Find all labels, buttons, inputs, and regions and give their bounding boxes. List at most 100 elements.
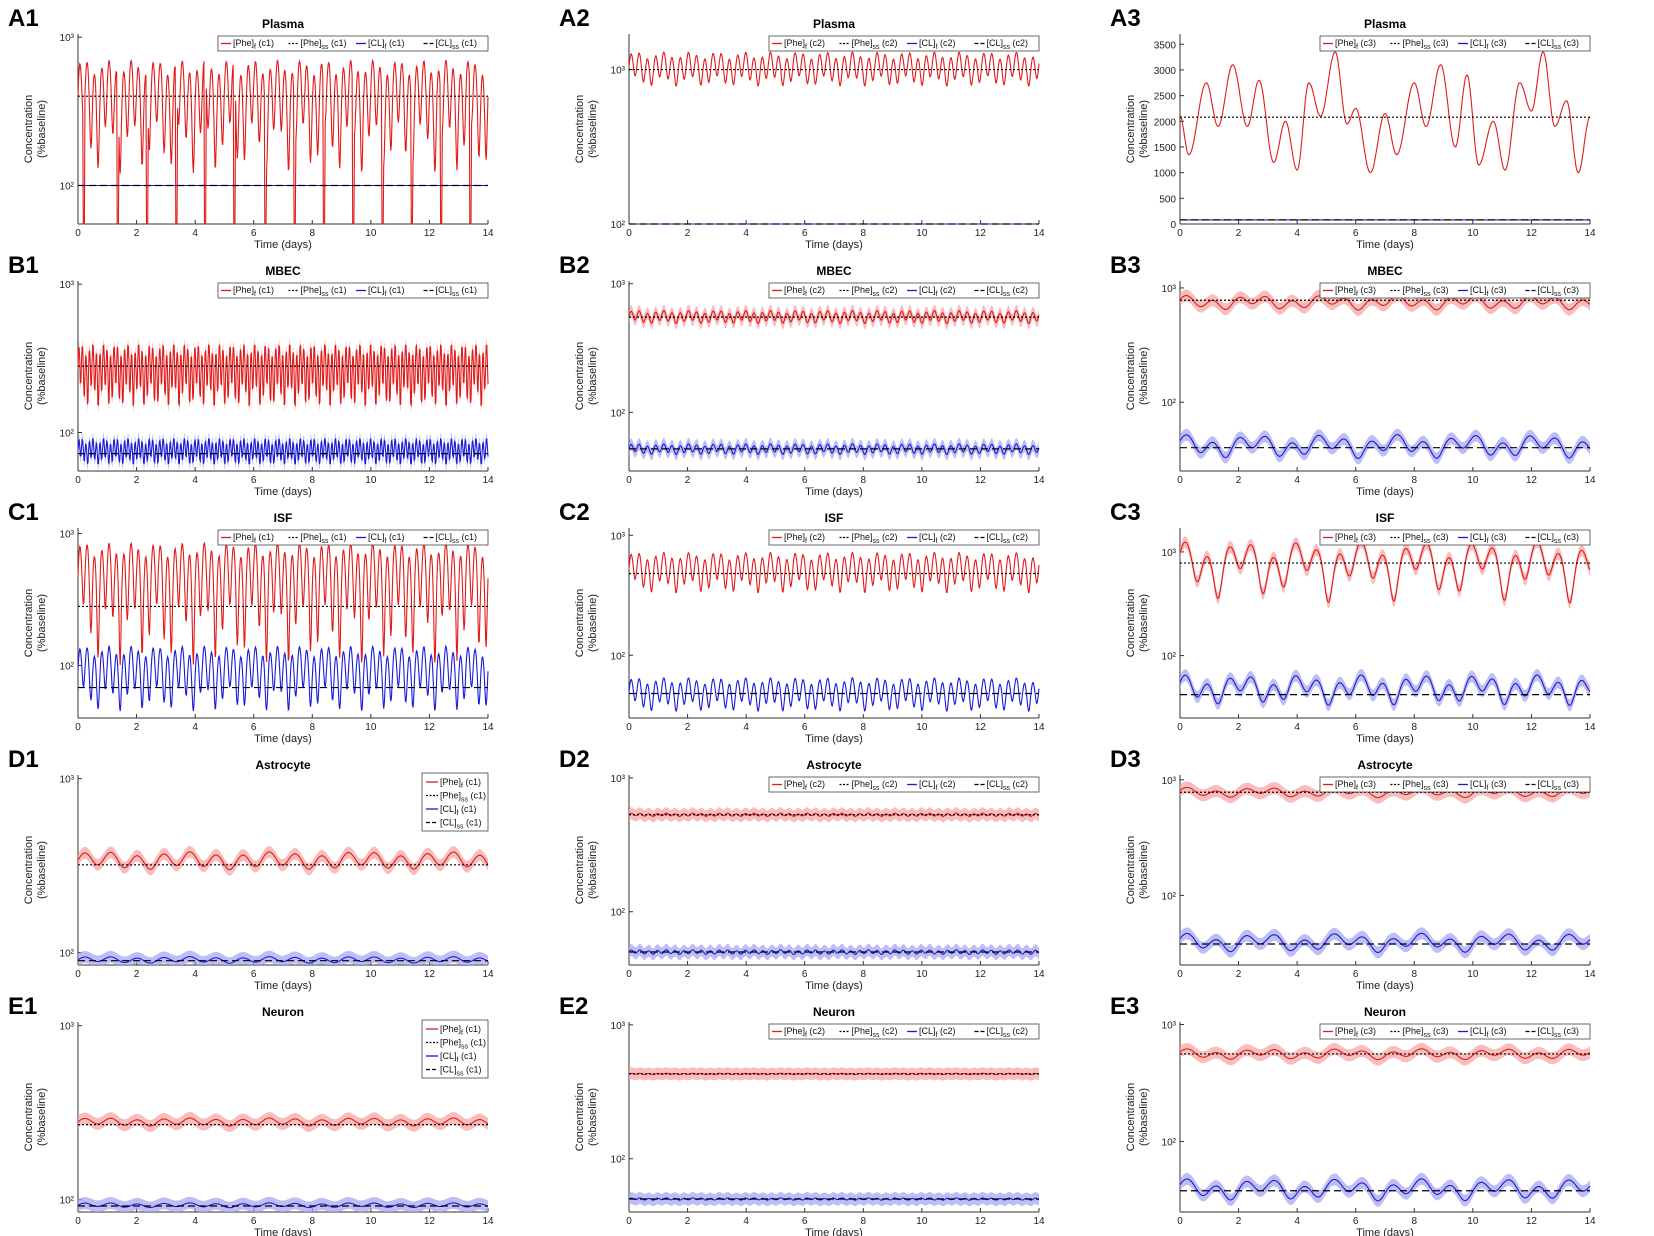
legend-label: [CL]f (c1) [440, 1051, 476, 1064]
legend-label: [Phe]ss (c1) [440, 1038, 486, 1051]
y-tick-label: 10² [611, 408, 626, 419]
legend-label: [Phe]ss (c1) [301, 532, 347, 545]
x-tick-label: 10 [1467, 969, 1479, 980]
legend-label: [CL]ss (c2) [987, 38, 1029, 51]
y-tick-label: 10³ [60, 775, 75, 786]
x-tick-label: 8 [310, 1216, 316, 1227]
chart-title: Astrocyte [255, 758, 311, 772]
x-tick-label: 2 [685, 1216, 691, 1227]
y-tick-label: 10³ [60, 529, 75, 540]
x-tick-label: 2 [1236, 1216, 1242, 1227]
legend-label: [Phe]f (c1) [233, 532, 274, 545]
x-tick-label: 10 [365, 1216, 377, 1227]
x-tick-label: 6 [251, 1216, 257, 1227]
chart-title: ISF [274, 511, 293, 525]
x-tick-label: 2 [134, 228, 140, 239]
x-tick-label: 14 [482, 228, 494, 239]
y-axis-label: Concentration(%baseline) [1125, 589, 1150, 658]
y-tick-label: 10² [611, 1155, 626, 1166]
x-axis-label: Time (days) [1356, 980, 1414, 992]
y-axis-label: Concentration(%baseline) [23, 1083, 48, 1152]
legend-box [768, 776, 1040, 793]
y-tick-label: 10³ [1162, 1020, 1177, 1031]
chart-panel-b3: B3 MBEC 0 2 4 6 8 10 12 14 Time (days) 10² 10³ Concen… [1102, 247, 1653, 498]
x-tick-label: 0 [1177, 969, 1183, 980]
x-tick-label: 4 [1294, 722, 1300, 733]
y-axis-label: Concentration(%baseline) [1125, 342, 1150, 411]
chart-panel-d2: D2 Astrocyte 0 2 4 6 8 10 12 14 Time (days) 10² 10³ C… [551, 741, 1102, 992]
legend-label: [Phe]ss (c1) [301, 38, 347, 51]
x-tick-label: 4 [192, 722, 198, 733]
y-tick-label: 10³ [60, 280, 75, 291]
legend-label: [CL]f (c2) [919, 1026, 955, 1039]
x-axis-label: Time (days) [254, 239, 312, 251]
panel-label: D1 [8, 746, 39, 773]
y-tick-label: 10² [60, 661, 75, 672]
x-tick-label: 2 [1236, 969, 1242, 980]
chart-svg-e3: E3 Neuron 0 2 4 6 8 10 12 14 Time (days) 10² 10³ Conc… [1110, 993, 1596, 1236]
y-tick-label: 2500 [1154, 92, 1177, 103]
panel-label: D2 [559, 746, 590, 773]
x-tick-label: 8 [1412, 228, 1418, 239]
x-tick-label: 2 [685, 475, 691, 486]
panel-label: C3 [1110, 499, 1141, 526]
chart-svg-d3: D3 Astrocyte 0 2 4 6 8 10 12 14 Time (days) 10² 10³ C… [1110, 746, 1596, 992]
legend-label: [CL]ss (c1) [440, 1065, 482, 1078]
x-tick-label: 8 [1412, 1216, 1418, 1227]
x-tick-label: 2 [134, 1216, 140, 1227]
x-tick-label: 14 [482, 475, 494, 486]
legend-box [217, 282, 489, 299]
legend-label: [Phe]ss (c3) [1403, 38, 1449, 51]
x-tick-label: 4 [192, 475, 198, 486]
x-tick-label: 6 [802, 1216, 808, 1227]
chart-title: MBEC [265, 264, 301, 278]
chart-svg-a1: A1 Plasma 0 2 4 6 8 10 12 14 Time (days) 10² 10³ Conc… [8, 5, 494, 251]
legend-label: [Phe]ss (c3) [1403, 532, 1449, 545]
cl-series-line [628, 677, 1040, 712]
y-tick-label: 10² [60, 949, 75, 960]
y-tick-label: 3000 [1154, 66, 1177, 77]
legend-label: [Phe]ss (c2) [852, 1026, 898, 1039]
x-tick-label: 0 [626, 969, 632, 980]
x-tick-label: 10 [916, 969, 928, 980]
x-tick-label: 12 [424, 228, 436, 239]
y-tick-label: 10² [1162, 891, 1177, 902]
y-axis-label: Concentration(%baseline) [574, 342, 599, 411]
x-tick-label: 10 [365, 475, 377, 486]
legend-label: [Phe]ss (c2) [852, 38, 898, 51]
chart-svg-c1: C1 ISF 0 2 4 6 8 10 12 14 Time (days) 10² 10³ Concent… [8, 499, 494, 745]
x-tick-label: 6 [802, 228, 808, 239]
chart-panel-e3: E3 Neuron 0 2 4 6 8 10 12 14 Time (days) 10² 10³ Conc… [1102, 988, 1653, 1236]
panel-label: B2 [559, 252, 590, 279]
phe-series-line [77, 343, 489, 407]
chart-title: Neuron [262, 1005, 304, 1019]
x-tick-label: 6 [802, 475, 808, 486]
x-tick-label: 10 [916, 475, 928, 486]
x-tick-label: 4 [743, 1216, 749, 1227]
x-tick-label: 6 [251, 228, 257, 239]
chart-title: Plasma [813, 17, 855, 31]
y-tick-label: 10³ [1162, 776, 1177, 787]
x-tick-label: 10 [1467, 228, 1479, 239]
legend-label: [Phe]f (c3) [1335, 779, 1376, 792]
legend-label: [CL]ss (c2) [987, 779, 1029, 792]
panel-label: D3 [1110, 746, 1141, 773]
legend-box [768, 1023, 1040, 1040]
chart-svg-b1: B1 MBEC 0 2 4 6 8 10 12 14 Time (days) 10² 10³ Concen… [8, 252, 494, 498]
legend-label: [CL]f (c1) [440, 804, 476, 817]
x-tick-label: 4 [1294, 475, 1300, 486]
y-tick-label: 10³ [60, 33, 75, 44]
phe-series-line [628, 552, 1040, 594]
panel-label: C1 [8, 499, 39, 526]
x-tick-label: 14 [1584, 1216, 1596, 1227]
chart-title: Astrocyte [806, 758, 862, 772]
y-axis-label: Concentration(%baseline) [574, 95, 599, 164]
chart-title: Neuron [813, 1005, 855, 1019]
phe-series-line [77, 58, 489, 225]
x-tick-label: 4 [743, 722, 749, 733]
legend-label: [Phe]f (c3) [1335, 532, 1376, 545]
panel-label: B1 [8, 252, 39, 279]
x-tick-label: 4 [743, 228, 749, 239]
legend-label: [CL]f (c2) [919, 779, 955, 792]
